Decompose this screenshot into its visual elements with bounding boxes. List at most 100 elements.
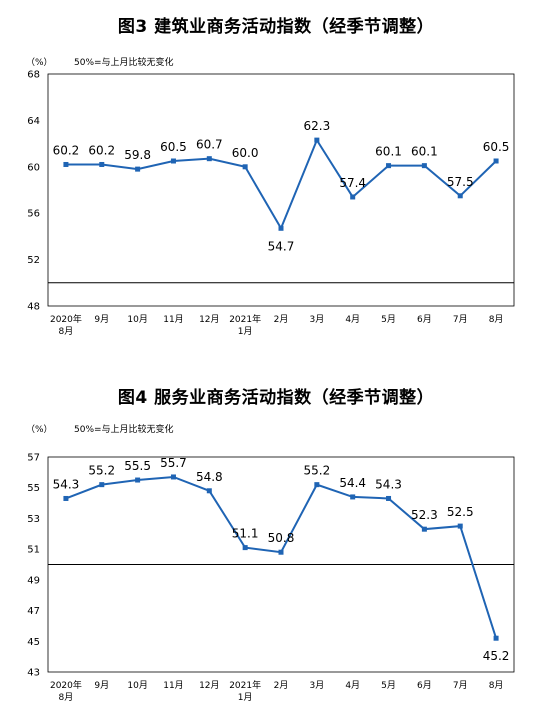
x-tick-label: 3月 [309,314,324,325]
series-line [65,475,498,639]
x-tick-label: 2020年 8月 [50,679,82,703]
data-label: 60.2 [53,143,80,157]
data-point [63,161,69,167]
plot-frame [47,73,515,307]
data-point [242,545,248,551]
data-label: 54.3 [375,477,402,491]
x-tick-label: 10月 [127,680,147,691]
data-point [314,482,320,488]
chart-title: 图3 建筑业商务活动指数（经季节调整） [117,17,435,37]
data-label: 57.5 [447,175,474,189]
x-tick-label: 2月 [274,680,289,691]
chart-3-plot: 48 52 56 60 64 68 2020年 8月 9月 10月 11月 12月 2021年 1月 2月 3… [27,70,515,337]
data-label: 55.5 [124,459,151,473]
x-tick-label: 5月 [381,314,396,325]
data-point [493,635,499,641]
x-tick-label: 11月 [163,314,183,325]
y-tick-label: 43 [27,668,40,679]
y-tick-label: 47 [27,606,40,617]
y-tick-label: 53 [27,514,40,525]
data-label: 55.2 [303,464,330,478]
y-tick-label: 64 [27,116,40,127]
data-label: 60.1 [375,145,402,159]
data-point [170,474,176,480]
y-tick-label: 45 [27,637,40,648]
data-label: 54.3 [53,477,80,491]
x-tick-label: 3月 [309,680,324,691]
data-point [63,495,69,501]
y-unit-label: （%） [26,58,53,68]
data-label: 60.7 [196,138,223,152]
data-label: 55.2 [88,464,115,478]
x-tick-label: 12月 [199,314,219,325]
x-tick-label: 7月 [453,314,468,325]
data-label: 45.2 [483,649,510,663]
data-label: 50.8 [268,531,295,545]
y-tick-label: 68 [27,70,40,81]
data-point [421,526,427,532]
reference-note: 50%=与上月比较无变化 [74,58,174,68]
data-point [386,495,392,501]
y-tick-label: 52 [27,255,40,266]
data-point [206,488,212,494]
x-tick-label: 10月 [127,314,147,325]
data-label: 62.3 [303,119,330,133]
x-tick-label: 11月 [163,680,183,691]
x-tick-label: 8月 [489,314,504,325]
data-label: 54.8 [196,470,223,484]
data-point [457,193,463,199]
data-label: 52.5 [447,505,474,519]
data-point [350,194,356,200]
x-tick-label: 9月 [94,314,109,325]
x-tick-label: 2月 [274,314,289,325]
data-point [206,156,212,162]
reference-note: 50%=与上月比较无变化 [74,425,174,435]
chart-title: 图4 服务业商务活动指数（经季节调整） [117,388,435,408]
y-tick-label: 48 [27,302,40,313]
y-tick-label: 56 [27,209,40,220]
data-label: 54.4 [339,476,366,490]
data-point [99,482,105,488]
data-point [278,549,284,555]
data-point [314,137,320,143]
x-tick-label: 5月 [381,680,396,691]
data-label: 60.1 [411,145,438,159]
y-tick-label: 60 [27,162,40,173]
data-point [421,163,427,169]
x-tick-label: 9月 [94,680,109,691]
x-tick-label: 2020年 8月 [50,313,82,337]
data-label: 51.1 [232,527,259,541]
data-point [493,158,499,164]
y-tick-label: 55 [27,483,40,494]
data-label: 60.2 [88,143,115,157]
data-point [99,161,105,167]
y-tick-label: 57 [27,453,40,464]
data-point [135,477,141,483]
data-label: 57.4 [339,176,366,190]
x-tick-label: 6月 [417,680,432,691]
x-tick-label: 4月 [345,314,360,325]
x-tick-label: 2021年 1月 [229,679,261,703]
data-label: 52.3 [411,508,438,522]
x-tick-label: 2021年 1月 [229,313,261,337]
data-point [278,225,284,231]
data-label: 60.5 [160,140,187,154]
data-label: 55.7 [160,456,187,470]
data-point [135,166,141,172]
data-label: 60.5 [483,140,510,154]
data-point [350,494,356,500]
data-point [242,164,248,170]
data-point [457,523,463,529]
x-tick-label: 4月 [345,680,360,691]
x-tick-label: 8月 [489,680,504,691]
x-tick-label: 7月 [453,680,468,691]
chart-3-block: 图3 建筑业商务活动指数（经季节调整） （%） 50%=与上月比较无变化 48 5… [0,0,552,350]
y-tick-label: 49 [27,575,40,586]
x-tick-label: 12月 [199,680,219,691]
data-label: 54.7 [268,239,295,253]
x-tick-label: 6月 [417,314,432,325]
data-point [386,163,392,169]
data-label: 60.0 [232,146,259,160]
